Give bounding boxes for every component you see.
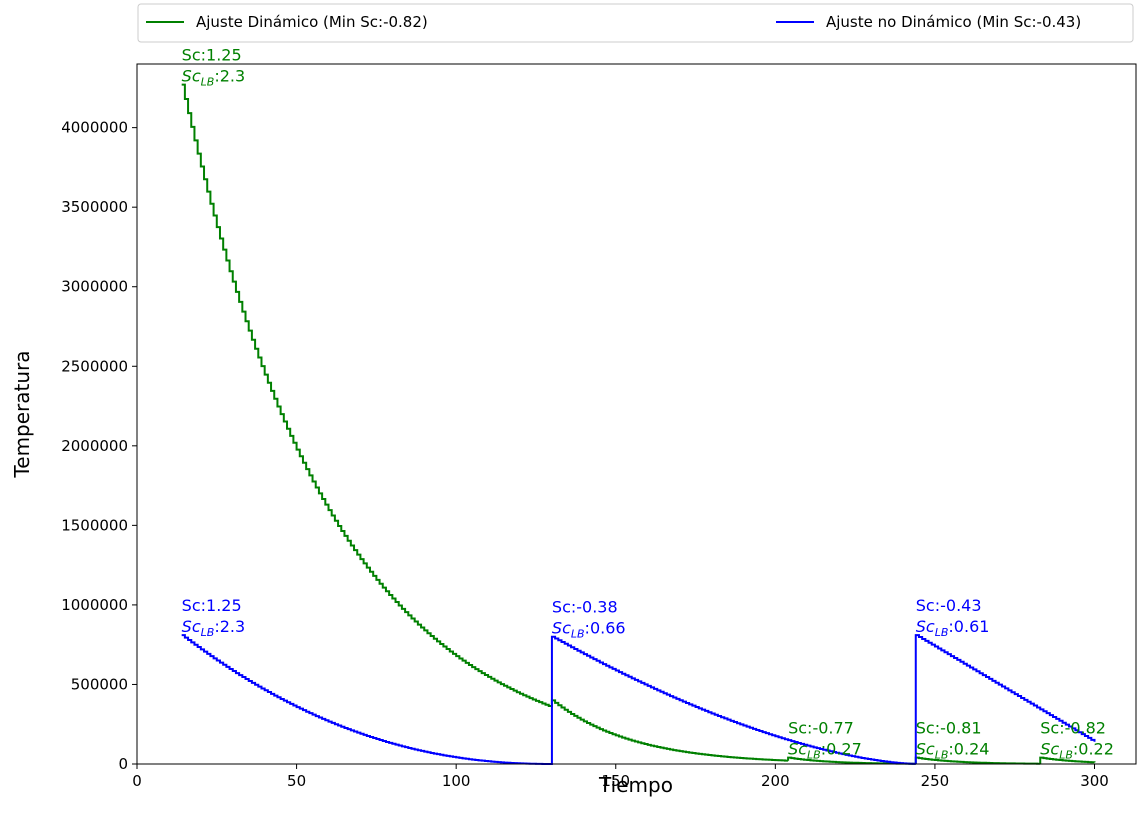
annotation-sc: Sc:-0.82 bbox=[1040, 719, 1106, 738]
y-tick-label: 2000000 bbox=[61, 437, 128, 455]
annotation-sclb-symbol: Sc bbox=[916, 740, 935, 759]
annotation-sclb-symbol: Sc bbox=[182, 67, 201, 86]
annotation-sclb: ScLB:2.3 bbox=[182, 67, 245, 89]
annotation-sclb-value: :0.22 bbox=[1073, 740, 1114, 759]
series-layer bbox=[181, 83, 1096, 765]
annotation-sclb-value: :0.66 bbox=[585, 619, 626, 638]
x-tick-label: 300 bbox=[1080, 772, 1109, 790]
annotation-sclb-symbol: Sc bbox=[916, 617, 935, 636]
x-tick-label: 100 bbox=[442, 772, 471, 790]
y-tick-label: 1500000 bbox=[61, 516, 128, 534]
y-tick-label: 4000000 bbox=[61, 119, 128, 137]
annotation-sclb: ScLB:0.22 bbox=[1040, 740, 1114, 762]
legend-label-static: Ajuste no Dinámico (Min Sc:-0.43) bbox=[826, 13, 1081, 31]
x-tick-label: 50 bbox=[287, 772, 306, 790]
annotation-sclb-subscript: LB bbox=[807, 749, 821, 762]
x-tick-label: 250 bbox=[921, 772, 950, 790]
annotation-sclb: ScLB:0.24 bbox=[916, 740, 990, 762]
annotation-sclb-symbol: Sc bbox=[552, 619, 571, 638]
annotation-sc: Sc:1.25 bbox=[182, 596, 242, 615]
series-line-1 bbox=[181, 634, 1096, 765]
annotation-sclb-symbol: Sc bbox=[1040, 740, 1059, 759]
x-axis-label: Tiempo bbox=[598, 773, 673, 797]
y-tick-label: 3000000 bbox=[61, 278, 128, 296]
legend-frame bbox=[137, 3, 1134, 43]
annotation-sclb: ScLB:0.27 bbox=[788, 740, 862, 762]
tick-layer: 0 50 100 150 200 250 300 0 500000 1000000 1500000 2… bbox=[61, 119, 1109, 790]
annotation-sclb-value: :0.27 bbox=[821, 740, 862, 759]
annotation-sclb-subscript: LB bbox=[1059, 749, 1073, 762]
annotation-sclb-value: :0.61 bbox=[948, 617, 989, 636]
annotation-sclb-value: :2.3 bbox=[214, 617, 245, 636]
annotation-sc: Sc:-0.43 bbox=[916, 596, 982, 615]
x-tick-label: 200 bbox=[761, 772, 790, 790]
annotation-sclb-symbol: Sc bbox=[788, 740, 807, 759]
annotation-sclb: ScLB:0.61 bbox=[916, 617, 990, 639]
y-tick-label: 500000 bbox=[71, 675, 128, 693]
annotation-sc: Sc:-0.77 bbox=[788, 719, 854, 738]
annotation-sc: Sc:1.25 bbox=[182, 46, 242, 65]
y-tick-label: 3500000 bbox=[61, 198, 128, 216]
y-tick-label: 1000000 bbox=[61, 596, 128, 614]
y-axis-label: Temperatura bbox=[10, 350, 34, 478]
annotation-sclb-subscript: LB bbox=[935, 749, 949, 762]
annotation-sclb-symbol: Sc bbox=[182, 617, 201, 636]
legend: Ajuste Dinámico (Min Sc:-0.82) Ajuste no… bbox=[137, 3, 1134, 43]
series-line-0 bbox=[181, 83, 1096, 765]
x-tick-label: 0 bbox=[132, 772, 142, 790]
plot-area: Sc:1.25ScLB:2.3Sc:-0.77ScLB:0.27Sc:-0.81… bbox=[61, 46, 1137, 790]
annotation-sclb-subscript: LB bbox=[201, 626, 215, 639]
annotation-sc: Sc:-0.81 bbox=[916, 719, 982, 738]
x-tick-label: 150 bbox=[601, 772, 630, 790]
plot-frame bbox=[136, 63, 1137, 765]
annotation-sclb-value: :0.24 bbox=[948, 740, 989, 759]
annotation-sclb: ScLB:0.66 bbox=[552, 619, 626, 641]
annotation-sclb: ScLB:2.3 bbox=[182, 617, 245, 639]
annotation-sclb-subscript: LB bbox=[935, 626, 949, 639]
y-tick-label: 0 bbox=[118, 755, 128, 773]
legend-label-dynamic: Ajuste Dinámico (Min Sc:-0.82) bbox=[196, 13, 428, 31]
annotation-sc: Sc:-0.38 bbox=[552, 598, 618, 617]
annotation-sclb-subscript: LB bbox=[201, 76, 215, 89]
y-tick-label: 2500000 bbox=[61, 357, 128, 375]
annotation-layer: Sc:1.25ScLB:2.3Sc:-0.77ScLB:0.27Sc:-0.81… bbox=[182, 46, 1114, 762]
annotation-sclb-subscript: LB bbox=[571, 628, 585, 641]
annotation-sclb-value: :2.3 bbox=[214, 67, 245, 86]
